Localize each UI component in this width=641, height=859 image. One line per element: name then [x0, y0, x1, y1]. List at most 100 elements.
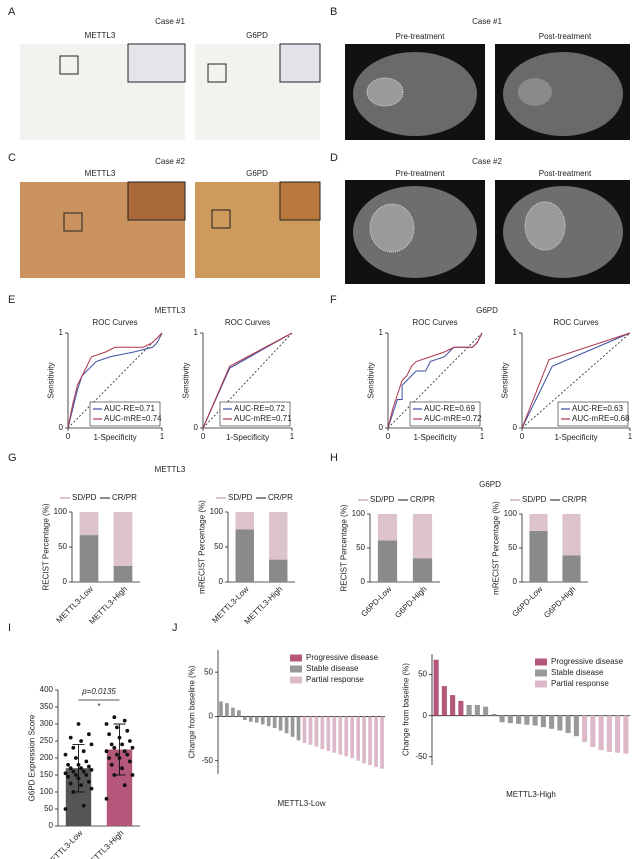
waterfall-bar — [491, 714, 497, 716]
data-point — [68, 781, 73, 786]
y-axis-label: Sensitivity — [501, 362, 510, 398]
legend-label: SD/PD — [370, 495, 395, 504]
data-point — [76, 762, 81, 767]
waterfall-bar — [380, 716, 384, 769]
y-tick-label: 100 — [352, 509, 366, 518]
bar-segment — [269, 559, 288, 582]
x-tick-label: G6PD-Low — [510, 584, 544, 618]
image-label: Post-treatment — [539, 169, 592, 178]
waterfall-bar — [524, 715, 530, 725]
y-tick-label: -50 — [415, 752, 427, 761]
bar-segment — [377, 514, 398, 541]
bar-segment — [79, 535, 99, 582]
y-tick-label: 200 — [40, 753, 54, 762]
x-axis-label: METTL3-High — [506, 790, 556, 799]
y-axis-label: Change from baseline (%) — [188, 665, 197, 758]
waterfall-bar — [466, 704, 472, 716]
waterfall-bar — [483, 706, 489, 716]
waterfall-bar — [266, 716, 271, 727]
significance-star: * — [97, 702, 100, 711]
y-axis-label: Sensitivity — [367, 362, 376, 398]
ct-liver — [518, 78, 552, 106]
x-tick-label: METTL3-High — [84, 829, 126, 859]
data-point — [84, 773, 89, 777]
data-point — [68, 735, 73, 740]
panel-letter: B — [330, 6, 337, 18]
waterfall-bar — [598, 715, 604, 751]
inset — [127, 181, 186, 221]
legend-label: AUC-RE=0.72 — [234, 404, 285, 413]
data-point — [117, 735, 122, 740]
x-axis-label: 1-Specificity — [554, 433, 597, 442]
waterfall-bar — [242, 716, 247, 720]
waterfall-bar — [474, 704, 480, 716]
legend-label: SD/PD — [522, 495, 547, 504]
x-tick-label: 0 — [66, 432, 71, 441]
waterfall-bar — [441, 686, 447, 716]
y-tick-label: 0 — [63, 577, 68, 586]
legend-swatch — [290, 676, 302, 684]
data-point — [87, 779, 91, 784]
y-tick-label: 300 — [40, 719, 54, 728]
x-axis-label: 1-Specificity — [226, 433, 269, 442]
y-tick-label: 1 — [379, 328, 384, 337]
y-tick-label: 100 — [40, 787, 54, 796]
image-label: Post-treatment — [539, 32, 592, 41]
legend-label: CR/PR — [112, 493, 137, 502]
legend-label: AUC-mRE=0.72 — [424, 414, 482, 423]
panel-title: Case #2 — [155, 157, 185, 166]
data-point — [76, 776, 81, 781]
waterfall-bar — [582, 715, 588, 742]
waterfall-bar — [507, 715, 513, 724]
data-point — [74, 773, 78, 777]
data-point — [63, 807, 68, 811]
y-tick-label: 100 — [504, 509, 518, 518]
waterfall-bar — [344, 716, 349, 757]
legend-swatch — [535, 658, 547, 666]
x-axis-label: METTL3-Low — [277, 799, 325, 808]
y-axis-label: RECIST Percentage (%) — [340, 504, 349, 591]
data-point — [117, 756, 122, 760]
waterfall-bar — [278, 716, 283, 731]
waterfall-bar — [320, 716, 325, 750]
data-point — [74, 756, 78, 760]
waterfall-bar — [532, 715, 538, 726]
data-point — [89, 742, 94, 747]
data-point — [87, 764, 91, 769]
data-point — [71, 745, 76, 750]
zoom-box — [207, 63, 227, 83]
legend-label: CR/PR — [410, 495, 435, 504]
waterfall-bar — [362, 716, 366, 764]
data-point — [68, 766, 73, 771]
data-point — [66, 774, 70, 779]
data-point — [130, 745, 135, 750]
legend-label: Partial response — [306, 675, 364, 684]
y-tick-label: 50 — [508, 543, 517, 552]
zoom-box — [63, 212, 83, 232]
waterfall-bar — [450, 695, 456, 716]
bar-segment — [529, 531, 548, 582]
y-tick-label: 250 — [40, 736, 54, 745]
waterfall-bar — [350, 716, 355, 759]
waterfall-bar — [326, 716, 331, 751]
data-point — [125, 728, 130, 733]
y-axis-label: mRECIST Percentage (%) — [492, 501, 501, 595]
panel-letter: I — [8, 622, 11, 634]
panel-letter: J — [172, 622, 178, 634]
panel-title: METTL3 — [155, 465, 186, 474]
p-value: p=0.0135 — [81, 687, 116, 696]
ct-body — [503, 52, 623, 136]
waterfall-bar — [549, 715, 555, 729]
bar-segment — [113, 565, 133, 582]
legend-swatch — [290, 665, 302, 673]
data-point — [107, 732, 111, 737]
bar-segment — [562, 555, 581, 582]
data-point — [71, 769, 76, 774]
waterfall-bar — [557, 715, 563, 731]
roc-curve — [67, 332, 163, 429]
data-point — [109, 742, 114, 747]
waterfall-bar — [565, 715, 571, 733]
data-point — [79, 739, 83, 743]
legend-label: AUC-mRE=0.68 — [572, 414, 630, 423]
